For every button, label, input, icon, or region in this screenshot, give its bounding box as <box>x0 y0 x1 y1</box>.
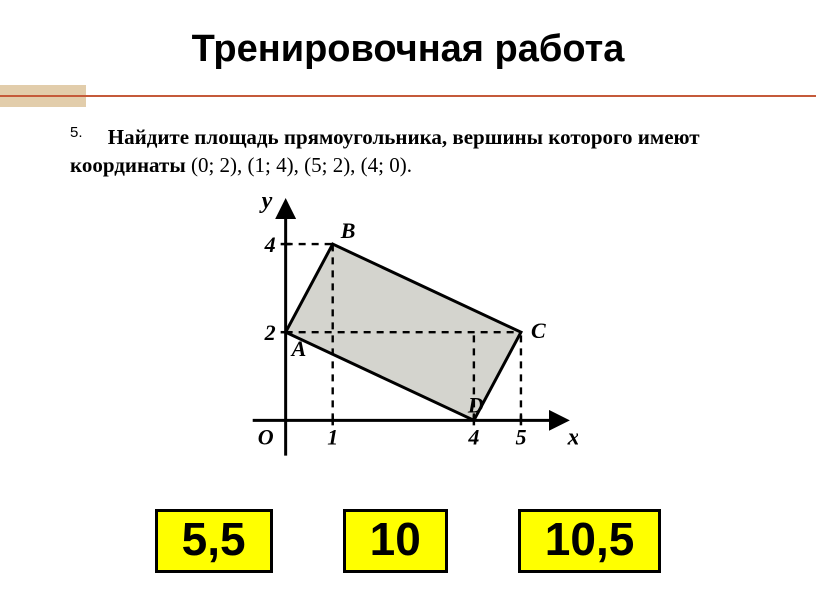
svg-text:2: 2 <box>264 320 276 345</box>
svg-text:y: y <box>259 190 273 214</box>
svg-text:B: B <box>340 218 356 243</box>
answer-row: 5,5 10 10,5 <box>0 509 816 573</box>
svg-text:1: 1 <box>327 424 338 449</box>
page-title: Тренировочная работа <box>0 0 816 71</box>
problem-text-coords: (0; 2), (1; 4), (5; 2), (4; 0). <box>191 153 412 177</box>
band-line <box>0 95 816 97</box>
svg-text:4: 4 <box>467 424 479 449</box>
svg-text:5: 5 <box>515 424 526 449</box>
answer-option-3[interactable]: 10,5 <box>518 509 662 573</box>
problem-text: Найдите площадь прямоугольника, вершины … <box>70 125 700 177</box>
answer-option-2[interactable]: 10 <box>343 509 448 573</box>
problem-number: 5. <box>70 124 83 141</box>
geometry-figure: 1 4 5 2 4 Ox y A B C D <box>238 190 578 470</box>
slide: Тренировочная работа 5. Найдите площадь … <box>0 0 816 613</box>
svg-text:4: 4 <box>264 232 276 257</box>
answer-option-1[interactable]: 5,5 <box>155 509 273 573</box>
svg-text:C: C <box>531 318 546 343</box>
decorative-band <box>0 85 816 107</box>
svg-text:O: O <box>258 424 274 449</box>
svg-text:A: A <box>290 336 307 361</box>
problem-statement: 5. Найдите площадь прямоугольника, верши… <box>70 123 756 180</box>
svg-text:x: x <box>567 424 578 450</box>
svg-text:D: D <box>467 392 484 417</box>
